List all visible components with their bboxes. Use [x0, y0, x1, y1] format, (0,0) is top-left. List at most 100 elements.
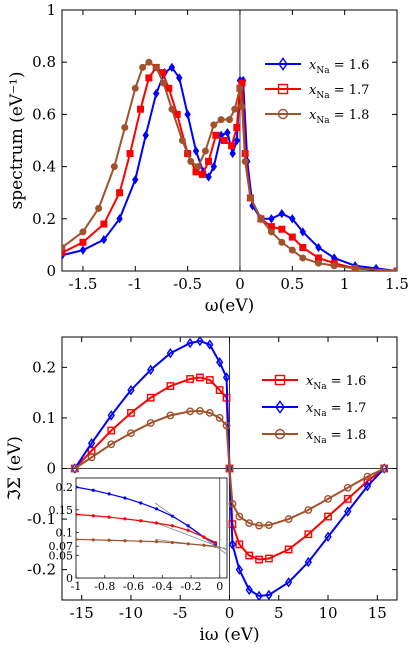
inset-data-point: [213, 544, 218, 548]
data-point: [201, 147, 209, 155]
data-point: [146, 419, 155, 427]
y-axis-label: ℑΣ (eV): [5, 436, 25, 501]
inset-series-line: [76, 486, 216, 545]
legend-marker: [277, 83, 289, 95]
data-point: [343, 483, 352, 492]
data-point: [268, 214, 275, 224]
x-tick-label: 1: [340, 275, 350, 293]
x-tick-label: -0.5: [173, 275, 202, 293]
inset-data-point: [213, 540, 218, 545]
x-tick-label: -5: [173, 604, 188, 622]
inset-x-tick-label: -0.2: [180, 580, 201, 593]
inset-x-tick-label: -0.6: [123, 580, 144, 593]
y-tick-label: 0.2: [32, 210, 56, 228]
y-tick-label: 0: [46, 262, 56, 280]
data-point: [166, 347, 175, 359]
data-point: [217, 116, 225, 124]
data-point: [95, 204, 103, 212]
data-point: [363, 472, 372, 481]
data-point: [127, 408, 135, 417]
inset-data-point: [202, 535, 206, 539]
inset-x-tick-label: 0: [216, 580, 223, 593]
legend-marker: [274, 428, 286, 440]
inset-data-point: [107, 515, 111, 519]
data-point: [198, 170, 206, 178]
x-axis-label: ω(eV): [205, 296, 254, 316]
data-point: [205, 376, 214, 384]
data-point: [363, 480, 372, 492]
data-point: [380, 463, 388, 474]
data-point: [127, 384, 135, 396]
y-tick-label: 0.1: [32, 409, 56, 427]
data-point: [255, 590, 263, 600]
inset-data-point: [123, 539, 127, 543]
data-point: [205, 408, 214, 417]
data-point: [324, 494, 332, 503]
data-point: [215, 357, 224, 368]
inset-data-point: [76, 537, 78, 541]
data-point: [176, 73, 183, 83]
data-point: [299, 244, 307, 252]
data-point: [278, 208, 286, 219]
data-point: [196, 337, 204, 347]
data-point: [205, 157, 213, 165]
data-point: [152, 63, 160, 71]
data-point: [116, 214, 123, 224]
data-point: [265, 589, 273, 600]
inset-data-point: [170, 540, 174, 545]
inset-data-point: [91, 514, 95, 518]
data-point: [168, 62, 176, 73]
data-point: [228, 500, 237, 508]
data-point: [245, 584, 253, 596]
legend-marker: [278, 57, 288, 71]
inset-data-point: [170, 524, 174, 528]
data-point: [278, 225, 286, 233]
x-tick-label: 15: [368, 604, 387, 622]
spectrum-panel: -1.5 -1 -0.5 0 0.5 1 1.5 0 0.2 0.4 0.6 0.8 1 ω(eV) spe…: [7, 1, 409, 316]
legend-marker: [275, 400, 285, 414]
data-point: [284, 545, 293, 554]
data-point: [194, 163, 202, 171]
data-point: [380, 464, 389, 473]
data-point: [121, 123, 129, 131]
data-point: [79, 228, 87, 236]
data-point: [226, 116, 233, 124]
inset-data-point: [202, 543, 206, 547]
data-point: [184, 109, 191, 120]
data-point: [299, 254, 307, 262]
data-point: [87, 453, 96, 462]
data-point: [288, 246, 296, 254]
data-point: [142, 130, 149, 140]
x-tick-label: -10: [119, 604, 143, 622]
x-tick-label: 1.5: [385, 275, 409, 293]
data-point: [160, 79, 168, 87]
y-tick-label: -0.2: [27, 561, 56, 579]
data-point: [229, 148, 236, 159]
legend-label: xNa = 1.7: [309, 83, 369, 101]
data-point: [238, 103, 246, 111]
data-point: [116, 189, 124, 197]
inset-data-point: [107, 492, 111, 496]
legend-label: xNa = 1.7: [306, 401, 366, 419]
y-tick-label: 0.6: [32, 105, 56, 123]
x-tick-label: 10: [318, 604, 337, 622]
y-tick-label: 0: [46, 460, 56, 478]
data-point: [288, 233, 296, 241]
data-point: [265, 554, 273, 563]
x-tick-label: 0: [225, 604, 235, 622]
data-point: [343, 494, 352, 503]
series-3: [62, 58, 397, 271]
data-point: [231, 105, 239, 113]
data-point: [225, 464, 234, 473]
data-point: [233, 123, 241, 131]
inset-data-point: [123, 496, 127, 500]
inset-data-point: [91, 488, 95, 492]
inset-data-point: [154, 507, 159, 511]
data-point: [344, 506, 352, 517]
y-tick-label: 1: [46, 1, 56, 19]
series-3: [70, 406, 389, 530]
data-point: [131, 84, 139, 92]
data-point: [107, 410, 115, 421]
data-point: [145, 74, 153, 82]
data-point: [79, 238, 87, 246]
